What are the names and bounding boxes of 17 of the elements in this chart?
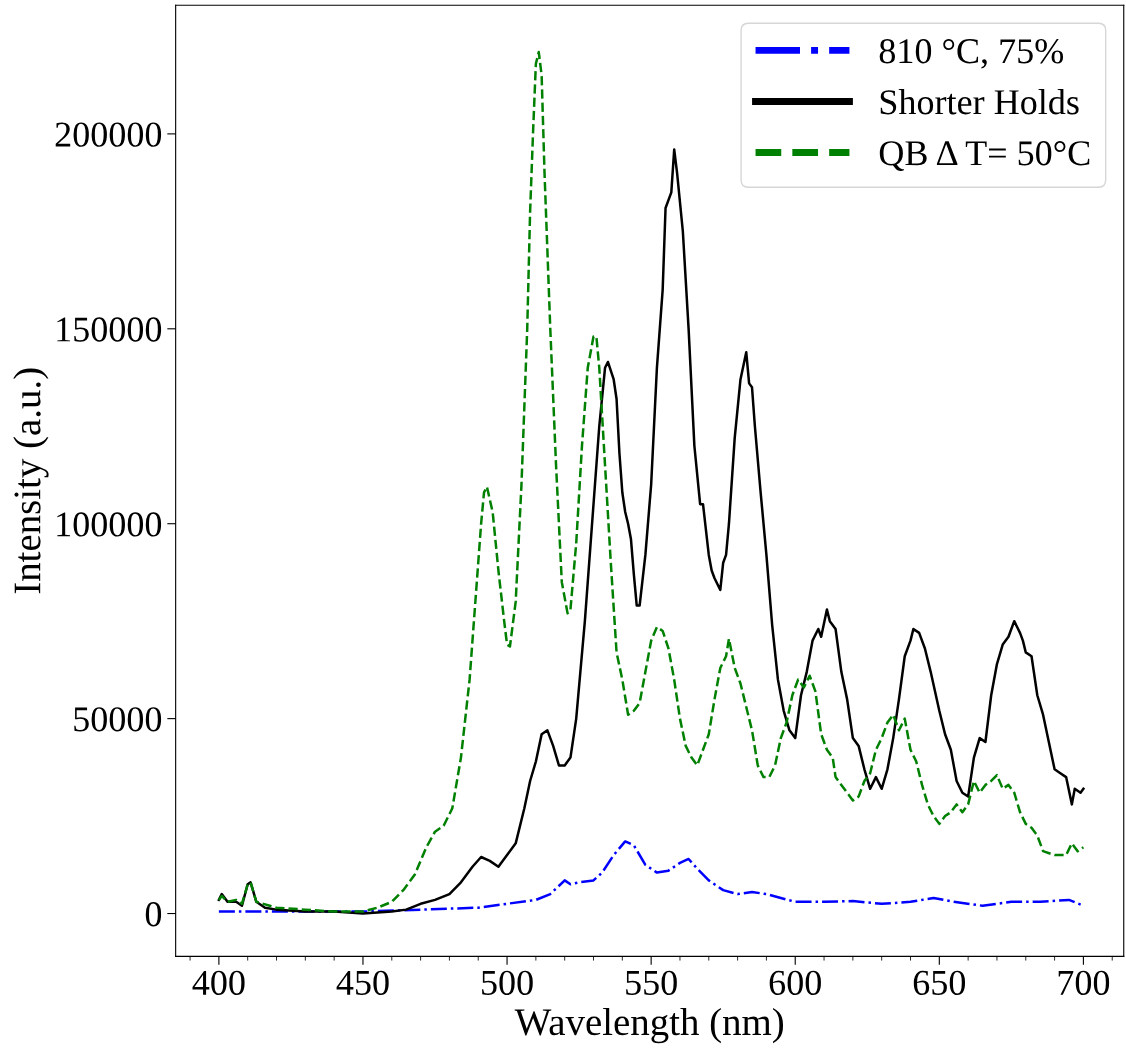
x-tick-label: 450 (336, 970, 389, 996)
y-axis-title: Intensity (a.u.) (13, 368, 49, 594)
x-tick-label: 500 (482, 970, 533, 996)
y-tick-label: 200000 (55, 122, 162, 147)
x-tick-label: 600 (769, 970, 821, 996)
x-axis-title: Wavelength (nm) (514, 1007, 784, 1044)
legend-label: QB Δ T= 50°C (879, 141, 1090, 171)
y-tick-label: 150000 (57, 317, 162, 342)
x-tick-label: 700 (1058, 970, 1110, 996)
y-tick-label: 0 (145, 902, 162, 927)
y-tick-label: 50000 (74, 707, 162, 732)
x-tick-label: 400 (192, 970, 245, 996)
legend-label: 810 °C, 75% (879, 39, 1064, 69)
x-tick-label: 550 (626, 970, 677, 996)
legend-label: Shorter Holds (880, 89, 1079, 115)
y-tick-label: 100000 (57, 512, 162, 537)
x-tick-label: 650 (913, 970, 966, 996)
